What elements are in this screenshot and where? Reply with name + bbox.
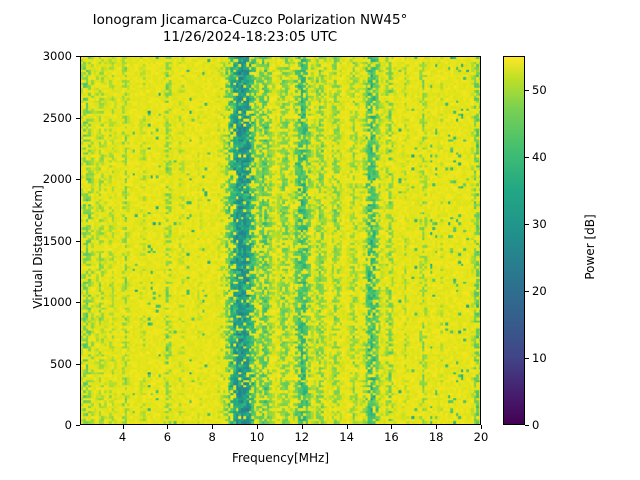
- x-tick-label: 4: [118, 430, 127, 444]
- y-axis-label: Virtual Distance[km]: [31, 185, 45, 309]
- y-tick-label: 0: [64, 418, 72, 432]
- ionogram-heatmap-canvas: [81, 57, 480, 424]
- heatmap-plot-area: [80, 56, 481, 425]
- colorbar-tick-label: 50: [532, 82, 547, 97]
- x-tick-label: 12: [294, 430, 310, 444]
- x-tick: [301, 425, 303, 429]
- y-tick: [76, 56, 80, 57]
- y-tick-label: 3000: [42, 49, 72, 63]
- x-tick-label: 20: [473, 430, 489, 444]
- y-tick-label: 2000: [42, 172, 72, 186]
- x-tick-label: 8: [208, 430, 216, 444]
- x-tick: [346, 425, 348, 429]
- colorbar-tick: [525, 156, 529, 158]
- colorbar: [503, 56, 525, 425]
- colorbar-label: Power [dB]: [583, 214, 597, 280]
- y-tick-label: 1000: [42, 295, 72, 309]
- x-tick: [122, 425, 124, 429]
- y-tick: [76, 240, 80, 242]
- colorbar-tick: [525, 425, 529, 426]
- colorbar-tick-label: 20: [532, 283, 547, 298]
- y-tick: [76, 117, 80, 119]
- x-tick: [391, 425, 393, 429]
- y-tick: [76, 425, 80, 426]
- colorbar-tick: [525, 290, 529, 292]
- x-tick: [167, 425, 169, 429]
- y-tick: [76, 179, 80, 180]
- y-tick: [76, 363, 80, 365]
- chart-title: Ionogram Jicamarca-Cuzco Polarization NW…: [92, 12, 408, 45]
- y-tick-label: 1500: [42, 233, 72, 248]
- x-tick-label: 10: [249, 430, 265, 444]
- x-tick-label: 18: [428, 430, 444, 444]
- x-tick-label: 14: [339, 430, 354, 444]
- colorbar-tick-label: 30: [532, 216, 547, 231]
- x-tick: [212, 425, 214, 429]
- x-tick-label: 16: [384, 430, 399, 444]
- y-tick: [76, 302, 80, 303]
- colorbar-tick: [525, 223, 529, 225]
- colorbar-tick: [525, 357, 529, 359]
- x-tick-label: 6: [163, 430, 172, 444]
- colorbar-tick-label: 10: [532, 350, 547, 365]
- x-tick: [256, 425, 258, 429]
- x-tick: [481, 425, 482, 429]
- x-axis-label: Frequency[MHz]: [231, 451, 330, 465]
- x-tick: [436, 425, 438, 429]
- colorbar-tick: [525, 89, 529, 91]
- colorbar-tick-label: 40: [532, 149, 547, 164]
- y-tick-label: 500: [50, 356, 72, 371]
- colorbar-tick-label: 0: [532, 418, 540, 432]
- y-tick-label: 2500: [42, 110, 72, 125]
